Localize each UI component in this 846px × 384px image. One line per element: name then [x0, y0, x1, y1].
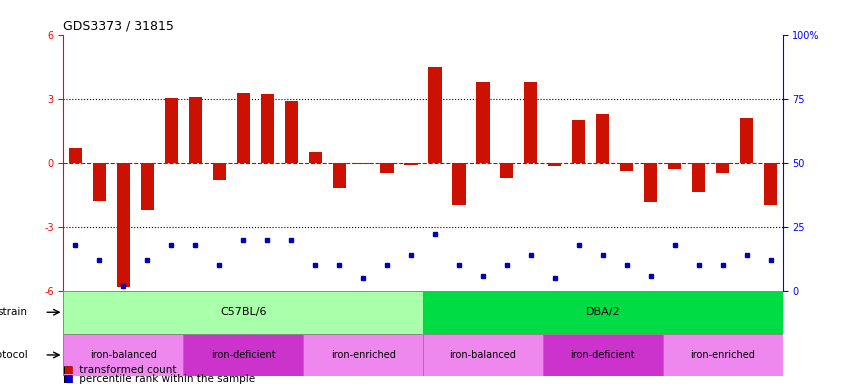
Bar — [356, 163, 370, 164]
Bar — [662, 334, 783, 376]
Bar — [165, 98, 178, 163]
Text: iron-enriched: iron-enriched — [331, 350, 396, 360]
Text: ■: ■ — [63, 374, 74, 384]
Bar — [117, 163, 130, 286]
Bar — [543, 334, 662, 376]
Bar — [423, 291, 783, 334]
Bar — [428, 66, 442, 163]
Text: ■  transformed count: ■ transformed count — [63, 365, 177, 375]
Bar — [740, 118, 753, 163]
Bar — [309, 152, 321, 163]
Bar — [212, 163, 226, 180]
Bar — [63, 334, 184, 376]
Bar — [332, 163, 346, 189]
Bar — [716, 163, 729, 174]
Bar — [620, 163, 634, 171]
Text: ■: ■ — [63, 365, 74, 375]
Bar — [93, 163, 106, 201]
Bar — [548, 163, 562, 166]
Text: iron-enriched: iron-enriched — [690, 350, 755, 360]
Text: iron-balanced: iron-balanced — [449, 350, 516, 360]
Text: iron-deficient: iron-deficient — [570, 350, 635, 360]
Bar — [476, 81, 490, 163]
Bar — [668, 163, 681, 169]
Bar — [572, 120, 585, 163]
Text: C57BL/6: C57BL/6 — [220, 307, 266, 317]
Bar — [644, 163, 657, 202]
Bar — [692, 163, 706, 192]
Bar — [525, 81, 537, 163]
Bar — [404, 163, 418, 165]
Text: iron-deficient: iron-deficient — [211, 350, 276, 360]
Bar — [764, 163, 777, 205]
Bar — [63, 291, 423, 334]
Bar — [596, 114, 609, 163]
Bar — [284, 101, 298, 163]
Bar — [381, 163, 393, 174]
Bar — [140, 163, 154, 210]
Bar — [423, 334, 543, 376]
Bar — [500, 163, 514, 178]
Text: DBA/2: DBA/2 — [585, 307, 620, 317]
Bar — [237, 93, 250, 163]
Text: GDS3373 / 31815: GDS3373 / 31815 — [63, 19, 174, 32]
Text: strain: strain — [0, 307, 27, 317]
Text: ■  percentile rank within the sample: ■ percentile rank within the sample — [63, 374, 255, 384]
Bar — [303, 334, 423, 376]
Text: protocol: protocol — [0, 350, 27, 360]
Bar — [184, 334, 303, 376]
Bar — [453, 163, 465, 205]
Bar — [189, 96, 202, 163]
Text: iron-balanced: iron-balanced — [90, 350, 157, 360]
Bar — [69, 148, 82, 163]
Bar — [261, 94, 274, 163]
